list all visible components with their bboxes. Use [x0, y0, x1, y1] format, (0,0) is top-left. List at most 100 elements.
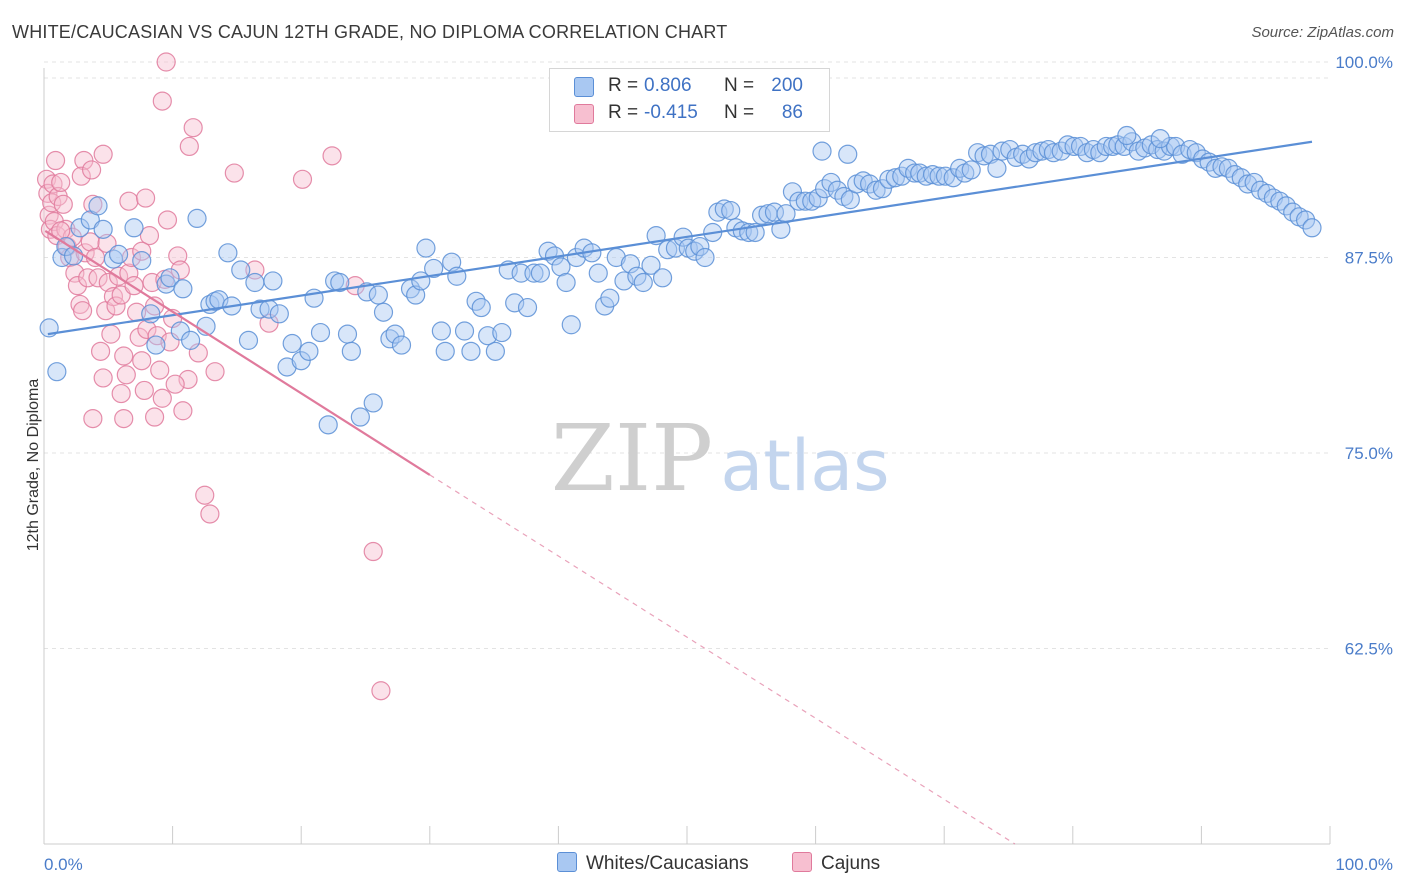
point-whites	[812, 141, 832, 161]
point-whites	[187, 208, 207, 228]
point-whites	[310, 322, 331, 343]
point-cajuns	[90, 341, 111, 361]
point-cajuns	[78, 268, 98, 288]
source-credit: Source: ZipAtlas.com	[1251, 24, 1394, 41]
point-whites	[466, 291, 486, 311]
point-cajuns	[150, 360, 170, 380]
point-whites	[478, 326, 498, 346]
chart-title: WHITE/CAUCASIAN VS CAJUN 12TH GRADE, NO …	[12, 22, 728, 42]
point-whites	[1000, 139, 1020, 160]
series-label-cajuns: Cajuns	[821, 853, 881, 874]
point-whites	[524, 263, 544, 283]
point-cajuns	[106, 296, 126, 316]
point-whites	[838, 144, 858, 164]
legend-r-value: -0.415	[644, 102, 698, 123]
legend-swatch-cajuns	[574, 104, 594, 124]
point-whites	[943, 168, 963, 188]
y-tick-label: 62.5%	[1345, 640, 1393, 659]
point-whites	[269, 304, 289, 324]
point-whites	[471, 297, 491, 318]
point-cajuns	[152, 91, 172, 111]
point-cajuns	[139, 226, 160, 246]
point-whites	[1295, 210, 1316, 230]
legend-n-value: 200	[771, 75, 803, 96]
point-cajuns	[132, 351, 152, 371]
point-cajuns	[205, 362, 225, 382]
point-whites	[866, 180, 886, 200]
point-whites	[47, 362, 67, 382]
point-cajuns	[119, 263, 139, 283]
point-cajuns	[363, 541, 383, 562]
point-cajuns	[173, 401, 193, 421]
point-whites	[337, 324, 358, 344]
point-whites	[238, 330, 259, 350]
point-whites	[132, 251, 152, 271]
point-whites	[245, 272, 265, 293]
point-whites	[173, 279, 193, 299]
trend-line-cajuns	[44, 229, 431, 476]
series-swatch-whites	[557, 852, 577, 872]
point-cajuns	[83, 408, 103, 429]
point-cajuns	[135, 188, 156, 208]
point-whites	[556, 272, 576, 293]
point-whites	[771, 219, 791, 239]
point-whites	[485, 341, 505, 361]
point-cajuns	[134, 380, 154, 401]
point-whites	[424, 258, 444, 279]
series-cajuns	[36, 52, 391, 701]
trend-extension-cajuns	[429, 474, 1016, 845]
y-tick-label: 75.0%	[1345, 444, 1393, 463]
point-whites	[551, 257, 571, 277]
point-whites	[1117, 125, 1137, 146]
point-whites	[350, 407, 370, 427]
point-whites	[435, 341, 455, 361]
point-whites	[88, 196, 108, 216]
y-axis-label: 12th Grade, No Diploma	[25, 379, 42, 552]
watermark-zip: ZIP	[551, 405, 713, 512]
point-whites	[620, 254, 641, 274]
trend-lines	[44, 140, 1313, 845]
point-whites	[808, 188, 828, 208]
x-tick-label: 100.0%	[1335, 855, 1393, 874]
point-cajuns	[45, 150, 66, 171]
point-whites	[561, 315, 581, 335]
point-whites	[690, 236, 710, 257]
scatter-points	[36, 52, 1322, 701]
point-whites	[416, 238, 436, 258]
series-legend-whites: Whites/Caucasians	[557, 852, 749, 875]
point-cajuns	[39, 205, 59, 225]
legend-r-label: R =	[608, 75, 639, 96]
legend-n-label: N =	[724, 102, 755, 123]
watermark: ZIP atlas	[551, 405, 890, 512]
series-legend-cajuns: Cajuns	[792, 852, 880, 875]
point-cajuns	[152, 388, 172, 408]
point-whites	[1302, 218, 1322, 238]
point-cajuns	[67, 276, 88, 296]
legend-r-value: 0.806	[644, 75, 692, 96]
y-tick-label: 100.0%	[1335, 53, 1393, 72]
point-whites	[454, 321, 475, 341]
point-whites	[181, 330, 201, 350]
point-cajuns	[111, 383, 131, 404]
point-cajuns	[292, 169, 313, 189]
point-whites	[929, 166, 949, 186]
point-cajuns	[224, 163, 244, 183]
point-cajuns	[88, 268, 108, 288]
point-cajuns	[75, 243, 95, 263]
point-whites	[1160, 136, 1181, 157]
point-cajuns	[156, 52, 176, 72]
point-whites	[124, 218, 144, 238]
point-whites	[363, 393, 383, 413]
legend-n-label: N =	[724, 75, 755, 96]
point-whites	[461, 341, 481, 361]
point-whites	[357, 282, 377, 302]
point-whites	[992, 141, 1012, 161]
x-tick-label: 0.0%	[44, 855, 83, 874]
point-cajuns	[157, 210, 178, 230]
point-whites	[218, 243, 238, 263]
point-whites	[373, 302, 394, 322]
point-whites	[282, 333, 302, 354]
point-whites	[1244, 172, 1264, 193]
point-cajuns	[101, 324, 121, 344]
